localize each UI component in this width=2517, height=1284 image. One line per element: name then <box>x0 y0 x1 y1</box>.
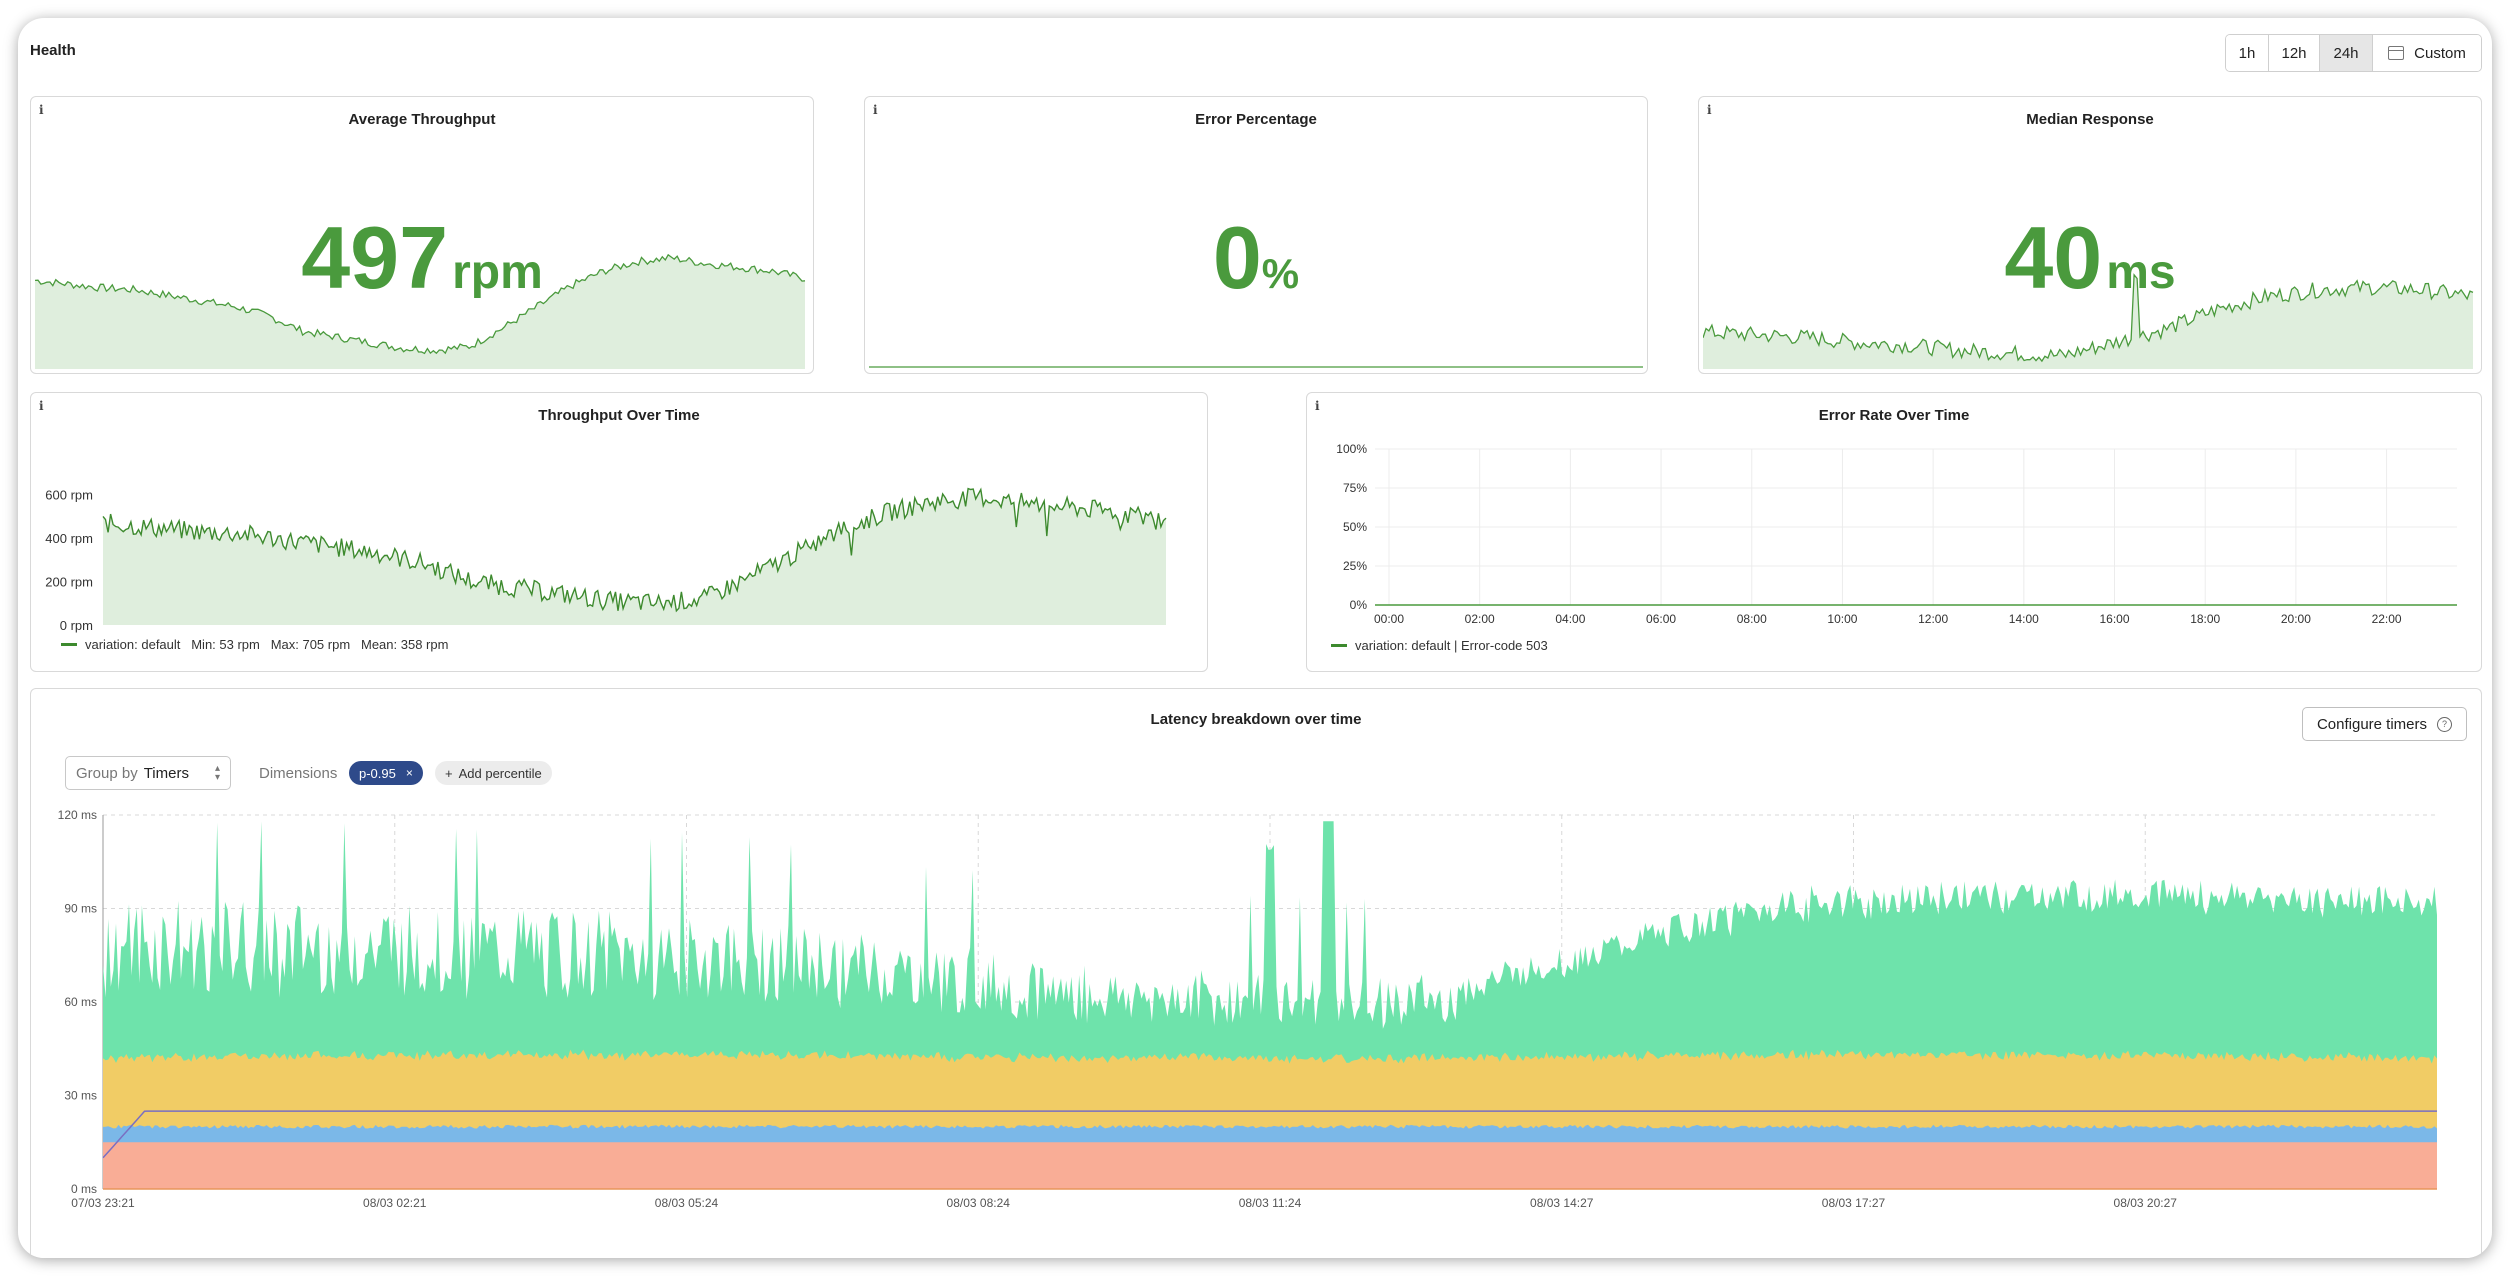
x-tick-label: 04:00 <box>1555 612 1585 626</box>
chart-title: Error Rate Over Time <box>1818 407 1970 424</box>
response-sparkline <box>1703 273 2474 369</box>
y-tick-label: 0 rpm <box>60 618 93 633</box>
configure-timers-button[interactable]: Configure timers ? <box>2301 707 2467 741</box>
x-tick-label: 08/03 08:24 <box>947 1196 1011 1210</box>
add-percentile-label: Add percentile <box>458 765 542 781</box>
configure-timers-label: Configure timers <box>2316 715 2427 733</box>
updown-chevron-icon: ▴ ▾ <box>214 763 220 783</box>
kpi-average-throughput: i Average Throughput 497rpm <box>30 96 814 374</box>
x-tick-label: 08/03 17:27 <box>1822 1196 1886 1210</box>
x-tick-label: 02:00 <box>1465 612 1495 626</box>
x-tick-label: 14:00 <box>2009 612 2039 626</box>
latency-breakdown-panel: Latency breakdown over time Configure ti… <box>30 688 2482 1258</box>
chip-label: p-0.95 <box>359 765 396 781</box>
add-percentile-button[interactable]: + Add percentile <box>435 761 552 785</box>
help-icon: ? <box>2437 716 2452 732</box>
page-title: Health <box>30 42 76 59</box>
y-tick-label: 50% <box>1343 520 1367 534</box>
kpi-title: Median Response <box>2026 111 2154 128</box>
plus-icon: + <box>445 765 453 781</box>
throughput-legend[interactable]: variation: default Min: 53 rpm Max: 705 … <box>61 637 448 652</box>
kpi-value: 497rpm <box>31 207 813 309</box>
error-sparkline <box>869 366 1643 368</box>
chart-title: Latency breakdown over time <box>1150 711 1362 728</box>
info-icon[interactable]: i <box>1707 103 1712 117</box>
y-tick-label: 60 ms <box>64 995 97 1009</box>
y-tick-label: 0% <box>1350 598 1368 612</box>
range-1h-button[interactable]: 1h <box>2226 35 2269 71</box>
x-tick-label: 08:00 <box>1737 612 1767 626</box>
latency-chart: 0 ms 30 ms 60 ms 90 ms 120 ms 07/03 23:21 08/0… <box>58 808 2437 1210</box>
group-by-label: Group by <box>76 764 138 782</box>
kpi-number: 497 <box>301 208 449 307</box>
x-tick-label: 08/03 14:27 <box>1530 1196 1594 1210</box>
legend-text: variation: default | Error-code 503 <box>1355 638 1548 653</box>
range-12h-button[interactable]: 12h <box>2269 35 2320 71</box>
range-24h-button[interactable]: 24h <box>2320 35 2373 71</box>
series-line-purple <box>102 1110 2437 1159</box>
calendar-icon <box>2388 46 2405 60</box>
legend-swatch <box>1331 644 1347 647</box>
kpi-number: 40 <box>2004 208 2103 307</box>
close-icon[interactable]: × <box>405 766 413 780</box>
y-tick-label: 75% <box>1343 481 1367 495</box>
series-area-salmon <box>103 1142 2437 1189</box>
x-tick-label: 22:00 <box>2372 612 2402 626</box>
x-tick-label: 08/03 05:24 <box>655 1196 719 1210</box>
throughput-over-time-panel: i Throughput Over Time 0 rpm 200 rpm 400 r… <box>30 392 1208 672</box>
range-custom-label: Custom <box>2414 44 2466 62</box>
percentile-chip[interactable]: p-0.95 × <box>349 761 423 785</box>
info-icon[interactable]: i <box>873 103 878 117</box>
kpi-value: 40ms <box>1699 207 2481 309</box>
dimensions-label: Dimensions <box>259 765 338 782</box>
info-icon[interactable]: i <box>1315 399 1320 413</box>
y-tick-label: 120 ms <box>58 808 97 822</box>
x-tick-label: 08/03 11:24 <box>1239 1196 1302 1210</box>
x-tick-label: 08/03 02:21 <box>363 1196 427 1210</box>
series-line <box>102 487 1167 613</box>
error-rate-over-time-panel: i Error Rate Over Time 0% 25% 50% 75% 100% 00… <box>1306 392 2482 672</box>
x-tick-label: 08/03 20:27 <box>2114 1196 2178 1210</box>
info-icon[interactable]: i <box>39 399 44 413</box>
kpi-title: Average Throughput <box>348 111 496 128</box>
x-tick-label: 12:00 <box>1918 612 1948 626</box>
x-tick-label: 16:00 <box>2100 612 2130 626</box>
group-by-value: Timers <box>143 764 189 782</box>
kpi-unit: ms <box>2106 246 2176 299</box>
time-range-selector: 1h 12h 24h Custom <box>2225 34 2482 72</box>
y-tick-label: 100% <box>1336 442 1367 456</box>
error-rate-chart: 0% 25% 50% 75% 100% 00:00 02:00 04:00 06:00 08:00… <box>1336 442 2457 626</box>
group-by-select[interactable]: Group by Timers ▴ ▾ <box>65 756 231 790</box>
y-tick-label: 25% <box>1343 559 1367 573</box>
kpi-unit: rpm <box>452 246 543 299</box>
series-area <box>103 488 1166 625</box>
chart-title: Throughput Over Time <box>538 407 700 424</box>
range-custom-button[interactable]: Custom <box>2373 35 2481 71</box>
legend-swatch <box>61 643 77 646</box>
throughput-sparkline <box>35 253 806 369</box>
y-tick-label: 0 ms <box>71 1182 97 1196</box>
kpi-number: 0 <box>1212 208 1262 307</box>
x-tick-label: 06:00 <box>1646 612 1676 626</box>
x-tick-label: 10:00 <box>1827 612 1857 626</box>
legend-text: variation: default Min: 53 rpm Max: 705 … <box>85 637 449 652</box>
kpi-median-response: i Median Response 40ms <box>1698 96 2482 374</box>
dashboard-window: Health 1h 12h 24h Custom i Average Throu… <box>18 18 2492 1258</box>
kpi-value: 0% <box>865 207 1647 309</box>
y-tick-label: 600 rpm <box>45 488 93 503</box>
y-tick-label: 30 ms <box>64 1089 97 1103</box>
kpi-error-percentage: i Error Percentage 0% <box>864 96 1648 374</box>
x-tick-label: 18:00 <box>2190 612 2220 626</box>
y-tick-label: 90 ms <box>64 902 97 916</box>
y-tick-label: 400 rpm <box>45 531 93 546</box>
x-tick-label: 20:00 <box>2281 612 2311 626</box>
error-legend[interactable]: variation: default | Error-code 503 <box>1331 638 1548 653</box>
kpi-title: Error Percentage <box>1195 111 1317 128</box>
x-tick-label: 00:00 <box>1374 612 1404 626</box>
info-icon[interactable]: i <box>39 103 44 117</box>
kpi-unit: % <box>1261 250 1300 297</box>
x-tick-label: 07/03 23:21 <box>71 1196 135 1210</box>
y-tick-label: 200 rpm <box>45 575 93 590</box>
